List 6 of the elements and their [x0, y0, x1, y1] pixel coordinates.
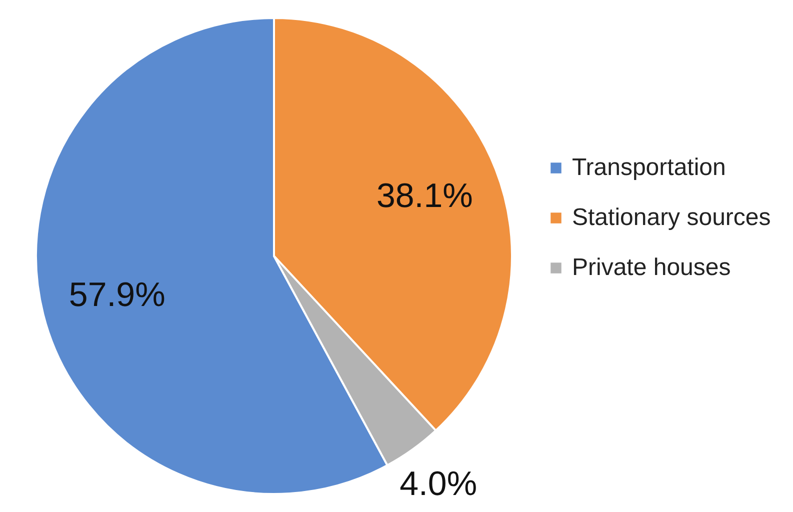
data-label: 38.1%: [376, 176, 473, 215]
legend-label: Private houses: [572, 254, 731, 281]
data-label: 57.9%: [68, 276, 166, 314]
data-label: 4.0%: [400, 465, 478, 504]
legend-label: Transportation: [572, 154, 726, 181]
legend-label: Stationary sources: [572, 204, 771, 231]
